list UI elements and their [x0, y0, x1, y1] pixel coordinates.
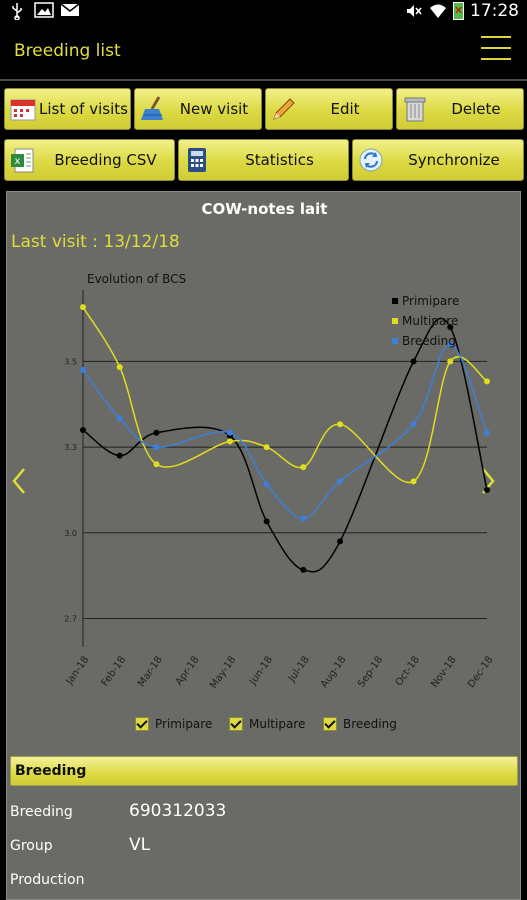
data-point — [116, 364, 123, 371]
usb-icon — [8, 2, 26, 21]
data-point — [337, 421, 344, 428]
data-point — [484, 429, 490, 436]
data-point — [337, 478, 344, 485]
data-point — [80, 304, 86, 311]
calculator-icon — [183, 146, 211, 174]
multipare-checkbox[interactable] — [229, 717, 243, 731]
statistics-button[interactable]: Statistics — [178, 139, 349, 181]
wifi-icon — [429, 2, 447, 20]
x-tick-label: Mar-18 — [136, 654, 165, 689]
breeding-section-header: Breeding — [10, 756, 518, 786]
data-point — [80, 366, 86, 373]
production-label: Production — [10, 872, 85, 888]
image-icon — [34, 2, 54, 20]
page-title: Breeding list — [14, 41, 121, 61]
legend-label: Primipare — [402, 294, 459, 308]
legend-swatch — [392, 318, 398, 324]
list-of-visits-button[interactable]: List of visits — [4, 88, 131, 130]
last-visit-text: Last visit : 13/12/18 — [11, 232, 180, 252]
farm-name: COW-notes lait — [201, 200, 328, 218]
status-bar: ✕ 17:28 — [0, 0, 527, 24]
spreadsheet-icon: x — [9, 146, 37, 174]
edit-button[interactable]: Edit — [265, 88, 393, 130]
legend-label: Breeding — [402, 334, 456, 348]
data-point — [484, 378, 490, 385]
legend-toggle-breeding[interactable]: Breeding — [323, 717, 397, 731]
x-tick-label: Jul-18 — [286, 654, 312, 684]
x-tick-label: Jan-18 — [64, 654, 92, 687]
x-tick-label: Aug-18 — [319, 654, 349, 690]
x-tick-label: Dec-18 — [466, 654, 495, 690]
data-point — [116, 452, 123, 459]
data-point — [263, 481, 270, 488]
data-point — [300, 515, 307, 522]
new-visit-button[interactable]: New visit — [134, 88, 262, 130]
data-point — [153, 461, 160, 468]
primipare-checkbox[interactable] — [135, 717, 149, 731]
data-point — [226, 438, 233, 445]
x-tick-label: Sep-18 — [356, 654, 385, 689]
chart-title: Evolution of BCS — [87, 272, 187, 286]
data-point — [153, 444, 160, 451]
group-value: VL — [129, 835, 151, 855]
series-line-breeding — [82, 343, 488, 520]
x-tick-label: Apr-18 — [174, 654, 202, 687]
hamburger-menu-icon[interactable] — [481, 36, 511, 64]
data-point — [263, 518, 270, 525]
breeding-label: Breeding — [10, 804, 73, 820]
data-point — [447, 358, 454, 365]
legend-swatch — [392, 298, 398, 304]
breeding-csv-button[interactable]: x Breeding CSV — [4, 139, 175, 181]
data-point — [410, 421, 417, 428]
x-tick-label: Oct-18 — [394, 654, 422, 688]
mail-icon — [60, 2, 80, 20]
y-tick-label: 3.0 — [64, 529, 77, 538]
calendar-icon — [9, 95, 37, 123]
data-point — [263, 444, 270, 451]
breeding-checkbox[interactable] — [323, 717, 337, 731]
x-tick-label: Jun-18 — [247, 654, 275, 687]
status-time: 17:28 — [470, 1, 519, 21]
series-line-multipare — [82, 306, 488, 484]
x-tick-label: Nov-18 — [429, 654, 458, 689]
svg-text:x: x — [15, 156, 21, 167]
chart-bottom-legend: Primipare Multipare Breeding — [7, 717, 522, 737]
data-point — [410, 478, 417, 485]
group-label: Group — [10, 838, 53, 854]
data-point — [226, 429, 233, 436]
data-point — [447, 341, 454, 348]
trash-icon — [401, 95, 429, 123]
main-panel: COW-notes lait Last visit : 13/12/18 Evo… — [6, 191, 521, 900]
y-tick-label: 3.5 — [64, 357, 77, 366]
x-tick-label: Feb-18 — [100, 654, 129, 688]
data-point — [484, 486, 490, 493]
bcs-line-chart: 2.7 3.0 3.3 3.5 Jan-18 Feb-18 Mar-18 Apr-18 May-… — [64, 290, 495, 691]
data-point — [116, 415, 123, 422]
legend-label: Multipare — [402, 314, 458, 328]
pencil-icon — [270, 95, 298, 123]
synchronize-button[interactable]: Synchronize — [352, 139, 524, 181]
app-bar: Breeding list — [0, 24, 527, 79]
data-point — [410, 358, 417, 365]
y-tick-label: 2.7 — [64, 614, 77, 623]
legend-toggle-primipare[interactable]: Primipare — [135, 717, 212, 731]
breeding-value: 690312033 — [129, 801, 227, 821]
legend-swatch — [392, 338, 398, 344]
legend-toggle-multipare[interactable]: Multipare — [229, 717, 305, 731]
y-tick-label: 3.3 — [64, 443, 77, 452]
data-point — [300, 464, 307, 471]
data-point — [300, 566, 307, 573]
data-point — [337, 538, 344, 545]
app-bar-divider — [0, 79, 527, 81]
previous-chart-arrow-icon[interactable] — [11, 466, 27, 503]
data-point — [80, 426, 86, 433]
broom-icon — [139, 95, 167, 123]
data-point — [153, 429, 160, 436]
delete-button[interactable]: Delete — [396, 88, 524, 130]
battery-icon: ✕ — [453, 2, 464, 20]
x-tick-label: May-18 — [208, 654, 238, 690]
mute-icon — [405, 2, 423, 20]
data-point — [447, 324, 454, 331]
sync-icon — [357, 146, 385, 174]
